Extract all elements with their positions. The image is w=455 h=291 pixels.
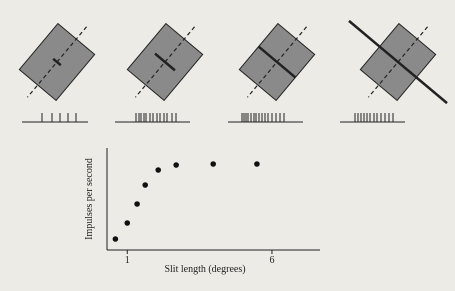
data-point bbox=[254, 161, 260, 167]
data-point bbox=[210, 161, 216, 167]
x-tick-label: 1 bbox=[125, 255, 130, 266]
data-point bbox=[134, 201, 140, 207]
y-axis-label: Impulses per second bbox=[84, 158, 95, 240]
figure: Impulses per second Slit length (degrees… bbox=[0, 0, 455, 291]
data-point bbox=[124, 220, 130, 226]
x-axis-label: Slit length (degrees) bbox=[164, 264, 245, 275]
x-tick-label: 6 bbox=[269, 255, 274, 266]
data-point bbox=[113, 236, 119, 242]
data-point bbox=[173, 162, 179, 168]
data-point bbox=[142, 182, 148, 188]
data-point bbox=[155, 167, 161, 173]
